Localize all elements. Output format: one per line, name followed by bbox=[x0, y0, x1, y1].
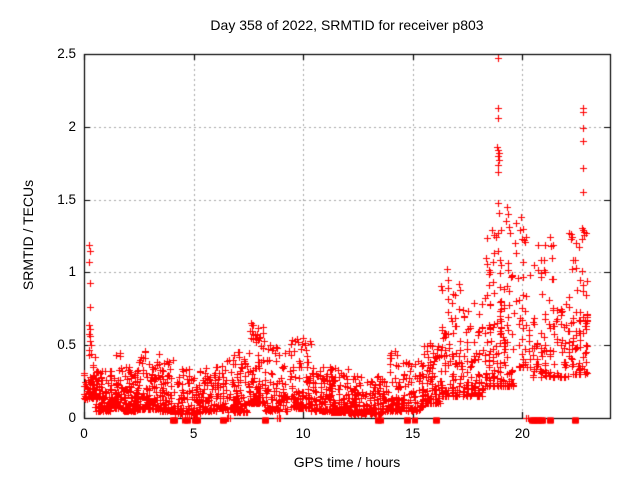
y-tick-label: 2.5 bbox=[57, 46, 76, 61]
y-tick-label: 1.5 bbox=[57, 191, 76, 207]
y-tick-label: 0.5 bbox=[57, 337, 76, 353]
x-tick-label: 20 bbox=[514, 426, 530, 441]
x-tick-label: 10 bbox=[295, 426, 311, 441]
x-tick-label: 15 bbox=[405, 426, 421, 441]
y-tick-label: 2 bbox=[68, 118, 76, 134]
x-tick-label: 5 bbox=[189, 426, 198, 441]
y-axis-label: SRMTID / TECUs bbox=[20, 179, 36, 291]
chart-title: Day 358 of 2022, SRMTID for receiver p80… bbox=[210, 17, 484, 33]
x-axis-label: GPS time / hours bbox=[293, 454, 401, 470]
y-tick-label: 0 bbox=[68, 410, 76, 425]
x-tick-label: 0 bbox=[80, 426, 88, 441]
y-tick-label: 1 bbox=[68, 264, 76, 280]
